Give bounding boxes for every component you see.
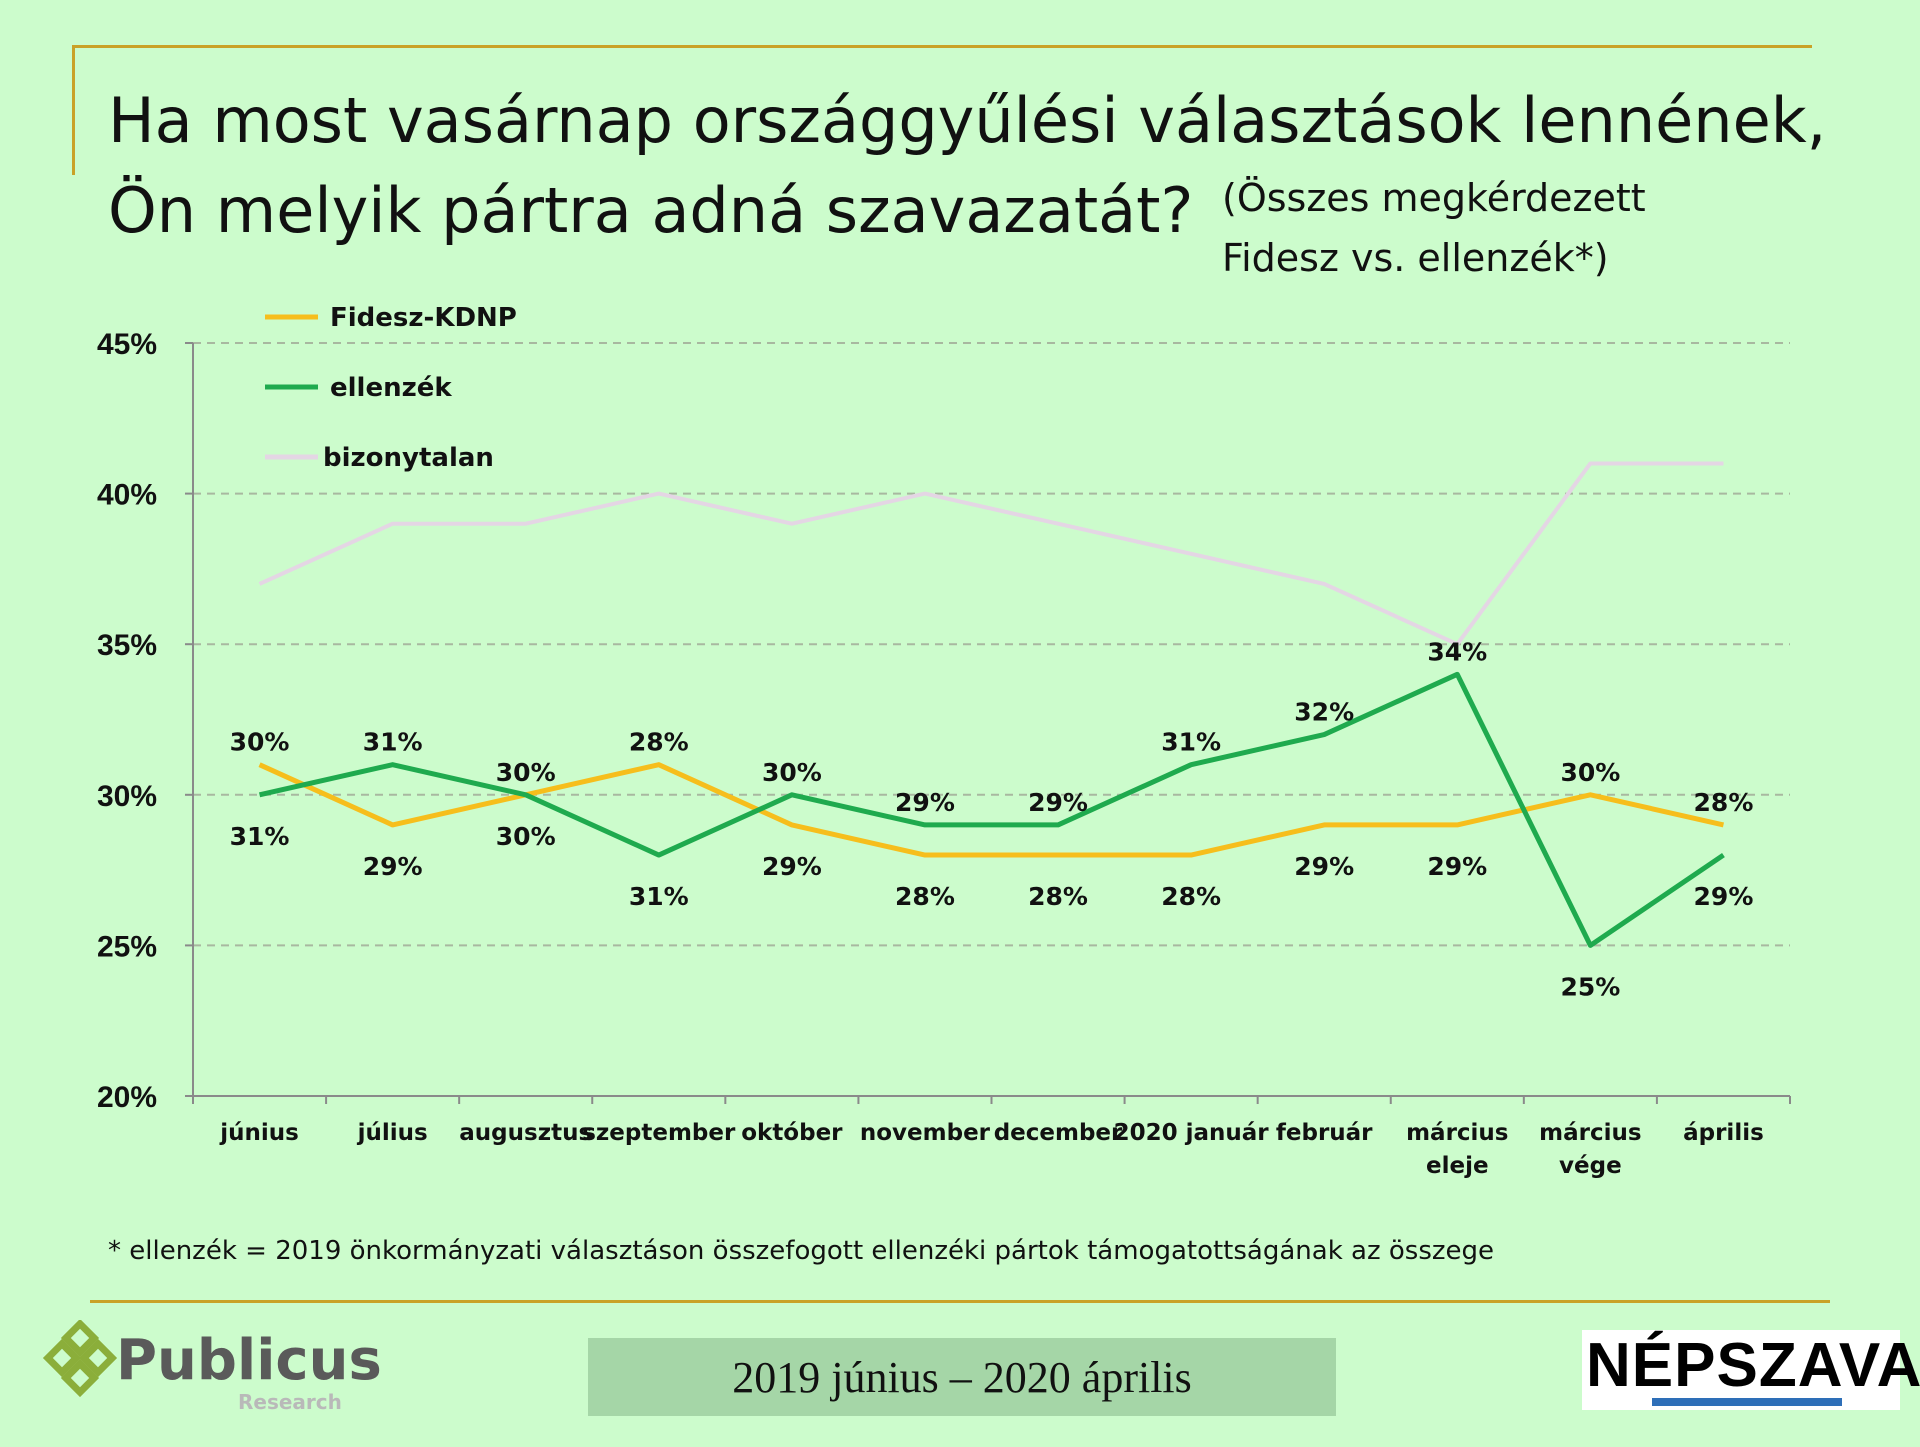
data-label-ellenzek: 31% bbox=[363, 728, 423, 757]
x-tick-label: március bbox=[1539, 1120, 1641, 1146]
legend-label-2: bizonytalan bbox=[323, 443, 494, 473]
data-label-ellenzek: 31% bbox=[230, 822, 290, 851]
data-label-ellenzek: 30% bbox=[762, 758, 822, 787]
data-label-fidesz: 28% bbox=[1028, 882, 1088, 911]
x-tick-label: 2020 január bbox=[1114, 1120, 1270, 1146]
page-title: Ha most vasárnap országgyűlési választás… bbox=[108, 76, 1827, 256]
data-label-ellenzek: 31% bbox=[629, 882, 689, 911]
x-tick-label: december bbox=[994, 1120, 1123, 1146]
data-label-fidesz: 28% bbox=[895, 882, 955, 911]
data-label-ellenzek: 29% bbox=[1694, 882, 1754, 911]
data-label-fidesz: 29% bbox=[762, 852, 822, 881]
x-tick-label: április bbox=[1683, 1120, 1764, 1146]
frame-bottom-line bbox=[90, 1300, 1830, 1303]
subtitle-line-2: Fidesz vs. ellenzék*) bbox=[1222, 236, 1609, 280]
title-line-2: Ön melyik pártra adná szavazatát? bbox=[108, 174, 1194, 247]
x-tick-label: november bbox=[860, 1120, 991, 1146]
footnote: * ellenzék = 2019 önkormányzati választá… bbox=[108, 1236, 1495, 1266]
y-tick-label: 45% bbox=[97, 328, 157, 361]
x-tick-label: eleje bbox=[1426, 1153, 1489, 1179]
data-label-ellenzek: 34% bbox=[1427, 637, 1487, 666]
y-tick-label: 30% bbox=[97, 780, 157, 813]
x-tick-label: szeptember bbox=[582, 1120, 736, 1146]
publicus-name: Publicus bbox=[116, 1328, 382, 1393]
x-tick-label: június bbox=[219, 1120, 299, 1146]
legend-label-1: ellenzék bbox=[330, 373, 452, 403]
subtitle-line-1: (Összes megkérdezett bbox=[1222, 176, 1646, 220]
data-label-fidesz: 29% bbox=[363, 852, 423, 881]
data-label-fidesz: 30% bbox=[496, 758, 556, 787]
data-label-fidesz: 30% bbox=[1560, 758, 1620, 787]
x-tick-label: július bbox=[357, 1120, 428, 1146]
frame-top-line bbox=[72, 45, 1812, 48]
frame-left-line bbox=[72, 45, 75, 175]
data-label-ellenzek: 25% bbox=[1560, 972, 1620, 1001]
data-label-ellenzek: 29% bbox=[1028, 788, 1088, 817]
publicus-diamond-icon bbox=[42, 1320, 118, 1398]
publicus-logo: Publicus Research bbox=[38, 1320, 382, 1420]
line-chart: 20% 25% 30% 35% 40% 45% június július augusztuss… bbox=[97, 303, 1791, 1179]
series-line-fidesz bbox=[258, 762, 1725, 858]
data-label-fidesz: 28% bbox=[629, 728, 689, 757]
x-tick-label: február bbox=[1276, 1120, 1373, 1146]
y-tick-label: 40% bbox=[97, 479, 157, 512]
title-line-1: Ha most vasárnap országgyűlési választás… bbox=[108, 84, 1827, 157]
publicus-research: Research bbox=[238, 1390, 342, 1414]
y-tick-label: 25% bbox=[97, 930, 157, 963]
data-label-ellenzek: 30% bbox=[496, 822, 556, 851]
series-line-ellenzek bbox=[258, 671, 1725, 948]
legend-label-0: Fidesz-KDNP bbox=[330, 303, 517, 333]
data-label-fidesz: 30% bbox=[230, 728, 290, 757]
data-label-ellenzek: 29% bbox=[895, 788, 955, 817]
nepszava-logo: NÉPSZAVA bbox=[1582, 1330, 1920, 1410]
nepszava-name: NÉPSZAVA bbox=[1586, 1331, 1920, 1400]
data-label-fidesz: 28% bbox=[1161, 882, 1221, 911]
y-tick-label: 20% bbox=[97, 1081, 157, 1114]
data-label-fidesz: 29% bbox=[1427, 852, 1487, 881]
x-tick-label: augusztus bbox=[459, 1120, 592, 1146]
nepszava-bar bbox=[1652, 1398, 1842, 1406]
data-label-ellenzek: 31% bbox=[1161, 728, 1221, 757]
chart-subtitle: (Összes megkérdezett Fidesz vs. ellenzék… bbox=[1222, 168, 1646, 288]
data-label-fidesz: 28% bbox=[1694, 788, 1754, 817]
x-tick-label: október bbox=[741, 1120, 843, 1146]
x-tick-label: március bbox=[1406, 1120, 1508, 1146]
data-label-fidesz: 29% bbox=[1294, 852, 1354, 881]
y-tick-label: 35% bbox=[97, 629, 157, 662]
data-label-ellenzek: 32% bbox=[1294, 698, 1354, 727]
x-tick-label: vége bbox=[1559, 1153, 1622, 1179]
date-range-banner: 2019 június – 2020 április bbox=[588, 1338, 1336, 1416]
series-line-bizonytalan bbox=[258, 461, 1724, 647]
